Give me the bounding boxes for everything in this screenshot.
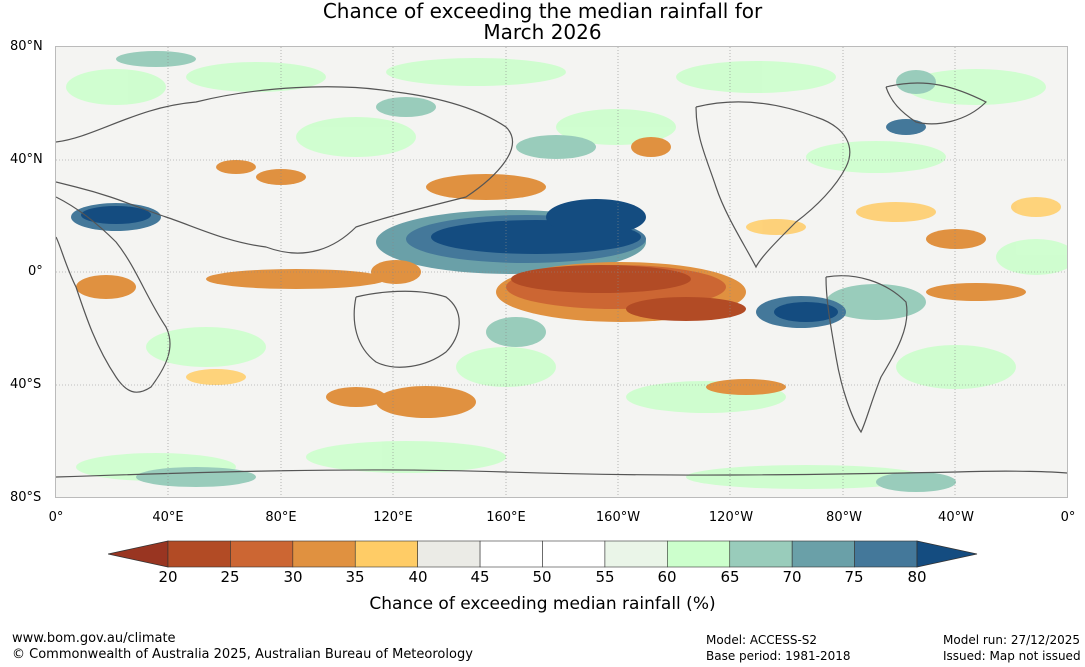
wet-band-north-pacific	[376, 199, 646, 274]
lon-label-80e: 80°E	[265, 510, 297, 525]
colorbar-cell	[854, 540, 918, 568]
colorbar-high-arrow	[916, 540, 978, 568]
colorbar-cell	[230, 540, 294, 568]
footer-model-run: Model run: 27/12/2025	[943, 633, 1081, 647]
footer-issued: Issued: Map not issued	[943, 649, 1081, 663]
footer-copyright: © Commonwealth of Australia 2025, Austra…	[12, 647, 473, 662]
lon-label-120w: 120°W	[708, 510, 754, 525]
green-patches-60-65	[66, 58, 1067, 489]
lon-label-160w: 160°W	[595, 510, 641, 525]
lon-label-0-left: 0°	[48, 510, 64, 525]
colorbar-tick: 35	[345, 568, 365, 586]
colorbar-low-arrow	[108, 540, 169, 568]
lon-label-0-right: 0°	[1060, 510, 1076, 525]
lat-label-40n: 40°N	[10, 152, 43, 167]
colorbar-tick: 80	[907, 568, 927, 586]
footer-base-period: Base period: 1981-2018	[706, 649, 851, 663]
dry-patches-other	[76, 137, 1026, 418]
colorbar-cell	[167, 540, 231, 568]
colorbar-tick: 30	[283, 568, 303, 586]
colorbar-cell	[542, 540, 606, 568]
colorbar	[108, 540, 978, 568]
dry-band-central-pacific	[496, 262, 746, 322]
footer-website: www.bom.gov.au/climate	[12, 631, 176, 646]
colorbar-cell	[729, 540, 793, 568]
colorbar-cell	[604, 540, 668, 568]
footer-model: Model: ACCESS-S2	[706, 633, 818, 647]
lat-label-equator: 0°	[28, 264, 43, 279]
lon-label-80w: 80°W	[826, 510, 862, 525]
lon-label-40e: 40°E	[152, 510, 184, 525]
map-title-line-2: March 2026	[483, 20, 602, 44]
lat-label-40s: 40°S	[10, 377, 42, 392]
lon-label-160e: 160°E	[486, 510, 526, 525]
colorbar-cell	[417, 540, 481, 568]
light-dry-patches	[186, 197, 1061, 385]
colorbar-cell	[292, 540, 356, 568]
colorbar-tick: 20	[158, 568, 178, 586]
colorbar-label: Chance of exceeding median rainfall (%)	[369, 594, 716, 614]
colorbar-tick: 75	[844, 568, 864, 586]
lon-label-40w: 40°W	[938, 510, 974, 525]
lat-label-80s: 80°S	[10, 490, 42, 505]
colorbar-tick: 60	[657, 568, 677, 586]
colorbar-tick: 40	[408, 568, 428, 586]
colorbar-cell	[667, 540, 731, 568]
colorbar-cells	[167, 540, 918, 568]
colorbar-cell	[791, 540, 855, 568]
map-svg	[56, 47, 1067, 497]
colorbar-cell	[479, 540, 543, 568]
wet-patches-other	[71, 119, 926, 328]
map-title-line-1: Chance of exceeding the median rainfall …	[322, 0, 763, 23]
colorbar-tick: 65	[720, 568, 740, 586]
colorbar-tick: 45	[470, 568, 490, 586]
colorbar-tick: 55	[595, 568, 615, 586]
lon-label-120e: 120°E	[373, 510, 413, 525]
lat-label-80n: 80°N	[10, 39, 43, 54]
colorbar-tick: 25	[220, 568, 240, 586]
colorbar-cell	[354, 540, 418, 568]
colorbar-tick: 50	[532, 568, 552, 586]
coastlines	[56, 82, 1067, 478]
colorbar-tick: 70	[782, 568, 802, 586]
rainfall-outlook-map	[55, 46, 1068, 498]
graticule	[56, 47, 1067, 497]
